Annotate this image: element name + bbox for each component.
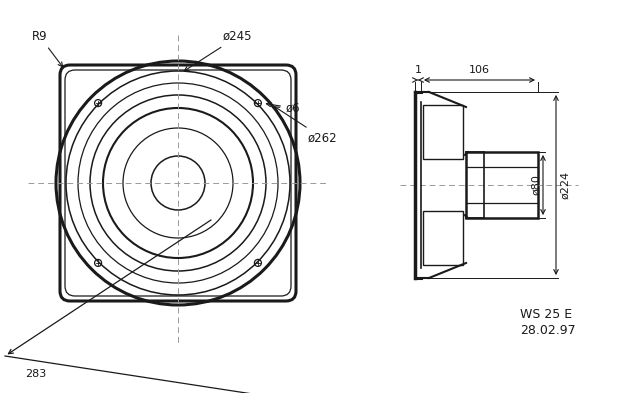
Text: ø262: ø262: [275, 107, 337, 145]
Bar: [423, 105, 463, 159]
Text: 28.02.97: 28.02.97: [520, 323, 576, 336]
Text: 106: 106: [469, 65, 490, 75]
Bar: [466, 152, 538, 218]
Text: ø245: ø245: [184, 30, 252, 71]
Text: ø6: ø6: [267, 102, 301, 115]
Text: 1: 1: [415, 65, 422, 75]
Text: ø224: ø224: [560, 171, 570, 199]
Text: 283: 283: [25, 369, 46, 379]
Text: ø80: ø80: [531, 174, 541, 195]
Text: WS 25 E: WS 25 E: [520, 309, 572, 321]
Text: R9: R9: [32, 30, 62, 67]
Bar: [423, 211, 463, 265]
